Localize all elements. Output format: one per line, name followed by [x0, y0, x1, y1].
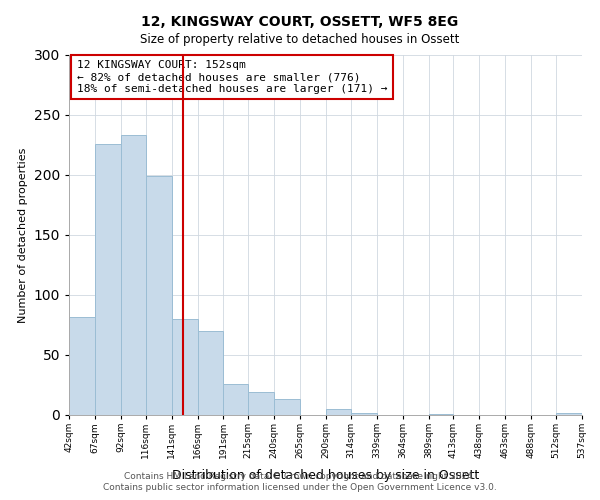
- Bar: [274, 400, 300, 415]
- Text: Contains public sector information licensed under the Open Government Licence v3: Contains public sector information licen…: [103, 484, 497, 492]
- Bar: [556, 412, 582, 415]
- Bar: [172, 319, 197, 415]
- Bar: [146, 176, 172, 415]
- Bar: [351, 412, 377, 415]
- Bar: [428, 414, 454, 415]
- Y-axis label: Number of detached properties: Number of detached properties: [18, 148, 28, 322]
- Text: Size of property relative to detached houses in Ossett: Size of property relative to detached ho…: [140, 32, 460, 46]
- Text: 12 KINGSWAY COURT: 152sqm
← 82% of detached houses are smaller (776)
18% of semi: 12 KINGSWAY COURT: 152sqm ← 82% of detac…: [77, 60, 387, 94]
- Text: Contains HM Land Registry data © Crown copyright and database right 2024.: Contains HM Land Registry data © Crown c…: [124, 472, 476, 481]
- Bar: [326, 409, 351, 415]
- Bar: [248, 392, 274, 415]
- Bar: [121, 136, 146, 415]
- X-axis label: Distribution of detached houses by size in Ossett: Distribution of detached houses by size …: [172, 470, 479, 482]
- Text: 12, KINGSWAY COURT, OSSETT, WF5 8EG: 12, KINGSWAY COURT, OSSETT, WF5 8EG: [142, 15, 458, 29]
- Bar: [69, 316, 95, 415]
- Bar: [223, 384, 248, 415]
- Bar: [95, 144, 121, 415]
- Bar: [197, 331, 223, 415]
